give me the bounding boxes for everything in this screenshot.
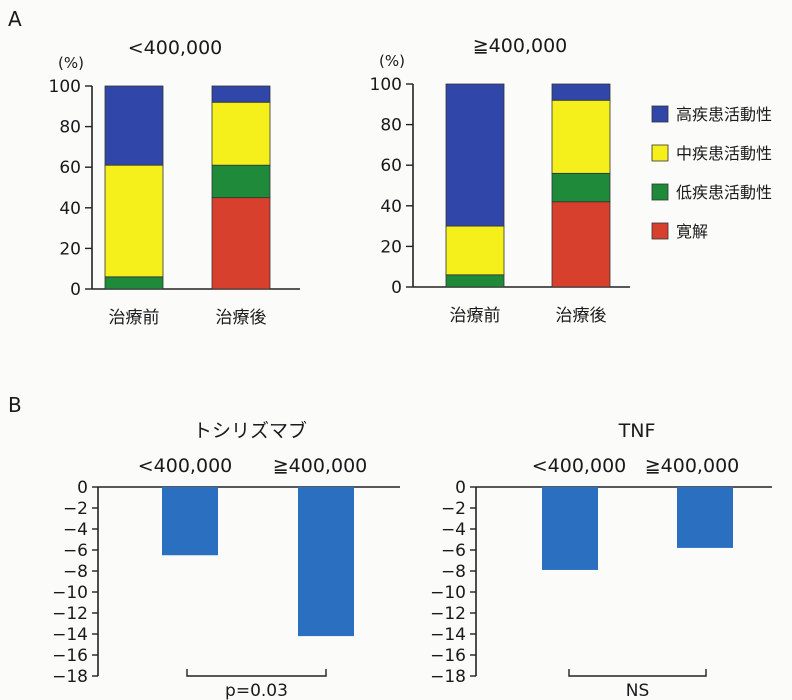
bar-segment: [211, 164, 271, 199]
chart-title: TNF: [618, 420, 656, 442]
panel-label-a: A: [8, 7, 22, 31]
y-tick-label: −18: [430, 667, 466, 687]
chart-title: <400,000: [128, 37, 223, 59]
bar-segment: [104, 276, 164, 290]
y-tick-label: −18: [52, 667, 88, 687]
y-tick-label: 100: [370, 75, 402, 95]
y-tick-label: 60: [380, 156, 402, 176]
legend-label: 低疾患活動性: [676, 183, 772, 202]
y-tick-label: 0: [70, 280, 81, 300]
y-tick-label: −8: [441, 562, 466, 582]
y-axis-unit: (%): [379, 52, 405, 70]
bar-segment: [104, 164, 164, 278]
y-tick-label: 80: [59, 118, 81, 138]
bar-segment: [211, 85, 271, 103]
legend-swatch: [651, 105, 669, 123]
y-tick-label: −2: [441, 499, 466, 519]
category-label: <400,000: [138, 455, 233, 477]
y-tick-label: −16: [52, 646, 88, 666]
y-tick-label: −16: [430, 646, 466, 666]
y-tick-label: −12: [430, 604, 466, 624]
category-label: <400,000: [532, 455, 627, 477]
y-tick-label: 80: [380, 116, 402, 136]
y-tick-label: −12: [52, 604, 88, 624]
bar-segment: [445, 274, 505, 288]
chart-title: トシリズマブ: [193, 419, 307, 442]
significance-bracket: [568, 669, 707, 677]
legend-swatch: [651, 222, 669, 240]
category-label: 治療前: [109, 308, 160, 328]
legend-swatch: [651, 144, 669, 162]
y-tick-label: 20: [59, 239, 81, 259]
category-label: 治療前: [450, 306, 501, 326]
legend-label: 寛解: [676, 222, 708, 241]
y-tick-label: 100: [49, 77, 81, 97]
y-axis-unit: (%): [58, 54, 84, 72]
y-tick-label: 0: [391, 278, 402, 298]
y-tick-label: −4: [63, 520, 88, 540]
bar: [677, 487, 733, 548]
significance-label: NS: [626, 681, 650, 700]
bar-segment: [445, 225, 505, 276]
bar-segment: [551, 201, 611, 288]
y-tick-label: −14: [430, 625, 466, 645]
stacked-bar-chart-lt-400000: <400,000 (%) 0 20 40 60 80 100 治療前 治療後: [49, 37, 300, 328]
bar-chart-tnf: TNF <400,000 ≧400,000 0−2−4−6−8−10−12−14−16…: [430, 420, 772, 700]
y-tick-label: −10: [52, 583, 88, 603]
legend-label: 中疾患活動性: [676, 144, 772, 163]
category-label: 治療後: [216, 308, 267, 328]
legend-swatch: [651, 183, 669, 201]
bar-segment: [551, 83, 611, 101]
bar-segment: [211, 101, 271, 166]
legend-label: 高疾患活動性: [676, 105, 772, 124]
bar-segment: [551, 172, 611, 203]
y-tick-label: 40: [380, 197, 402, 217]
significance-label: p=0.03: [225, 681, 288, 700]
bar: [542, 487, 598, 570]
bar-segment: [551, 99, 611, 174]
category-label: 治療後: [556, 306, 607, 326]
y-tick-label: −2: [63, 499, 88, 519]
stacked-bar-chart-ge-400000: ≧400,000 (%) 0 20 40 60 80 100 治療前 治療後: [370, 35, 630, 326]
y-tick-label: 0: [77, 478, 88, 498]
category-label: ≧400,000: [273, 455, 368, 477]
bar-segment: [211, 197, 271, 290]
y-tick-label: −8: [63, 562, 88, 582]
y-tick-label: 20: [380, 237, 402, 257]
y-tick-label: −4: [441, 520, 466, 540]
bar: [162, 487, 218, 556]
y-tick-label: −6: [63, 541, 88, 561]
y-tick-label: −10: [430, 583, 466, 603]
bar: [298, 487, 354, 637]
y-tick-label: −14: [52, 625, 88, 645]
bar-chart-tocilizumab: トシリズマブ <400,000 ≧400,000 0−2−4−6−8−10−12−14…: [52, 419, 400, 700]
y-tick-label: 0: [455, 478, 466, 498]
y-tick-label: −6: [441, 541, 466, 561]
category-label: ≧400,000: [645, 455, 740, 477]
y-tick-label: 60: [59, 158, 81, 178]
panel-label-b: B: [8, 393, 22, 417]
y-tick-label: 40: [59, 199, 81, 219]
bar-segment: [104, 85, 164, 166]
chart-title: ≧400,000: [473, 35, 568, 57]
significance-bracket: [186, 669, 327, 677]
bar-segment: [445, 83, 505, 227]
